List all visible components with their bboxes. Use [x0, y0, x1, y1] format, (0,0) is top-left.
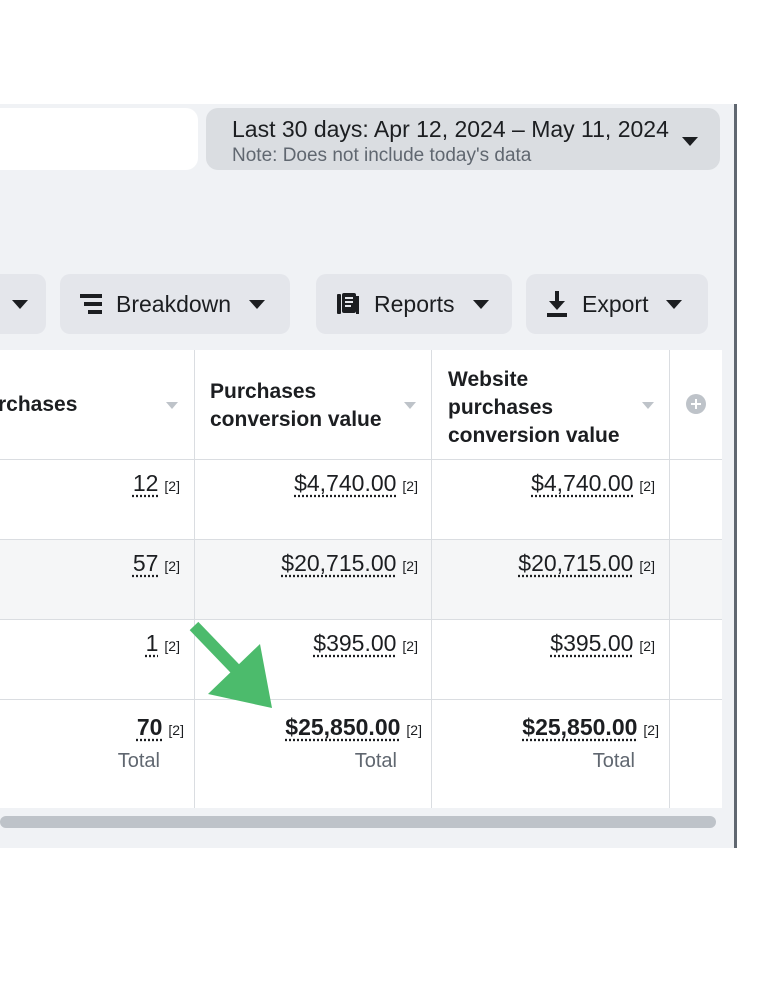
export-button[interactable]: Export — [526, 274, 708, 334]
column-header-purchases-conversion-value[interactable]: Purchases conversion value — [194, 350, 431, 460]
reference-marker: [2] — [164, 478, 180, 494]
column-header-label: Purchases — [210, 380, 317, 403]
total-purchases-conversion-value[interactable]: $25,850.00 — [285, 714, 401, 740]
reference-marker: [2] — [639, 478, 655, 494]
purchases-value[interactable]: 1 — [145, 630, 159, 656]
reports-icon — [336, 292, 360, 316]
reference-marker: [2] — [643, 722, 659, 738]
reference-marker: [2] — [639, 558, 655, 574]
breakdown-button[interactable]: Breakdown — [60, 274, 290, 334]
column-divider — [194, 350, 195, 808]
column-header-website-purchases-conversion-value[interactable]: Website purchases conversion value — [431, 350, 669, 460]
date-range-note: Note: Does not include today's data — [232, 145, 532, 166]
columns-dropdown-button[interactable] — [0, 274, 46, 334]
column-divider — [669, 350, 670, 808]
table-row: 12 [2] $4,740.00 [2] $4,740.00 [2] — [0, 460, 722, 540]
chevron-down-icon — [666, 299, 683, 309]
green-arrow-icon — [189, 621, 272, 708]
table-row: 1 [2] $395.00 [2] $395.00 [2] — [0, 620, 722, 700]
purchases-value[interactable]: 57 — [132, 550, 159, 576]
reports-button[interactable]: Reports — [316, 274, 512, 334]
website-purchases-conversion-value[interactable]: $4,740.00 — [531, 470, 634, 496]
reference-marker: [2] — [639, 638, 655, 654]
column-divider — [431, 350, 432, 808]
reference-marker: [2] — [402, 638, 418, 654]
reference-marker: [2] — [402, 478, 418, 494]
export-label: Export — [582, 290, 649, 317]
purchases-conversion-value[interactable]: $4,740.00 — [294, 470, 397, 496]
panel-right-border — [734, 104, 737, 848]
date-range-label: Last 30 days: Apr 12, 2024 – May 11, 202… — [232, 116, 669, 142]
search-input[interactable] — [0, 108, 198, 170]
sort-icon[interactable] — [642, 402, 654, 409]
reference-marker: [2] — [164, 558, 180, 574]
website-purchases-conversion-value[interactable]: $20,715.00 — [518, 550, 634, 576]
reference-marker: [2] — [402, 558, 418, 574]
chevron-down-icon — [249, 299, 266, 309]
chevron-down-icon — [12, 299, 28, 309]
sort-icon[interactable] — [404, 402, 416, 409]
column-header-label: Website — [448, 368, 529, 391]
horizontal-scrollbar[interactable] — [0, 816, 716, 828]
total-website-purchases-conversion-value[interactable]: $25,850.00 — [522, 714, 638, 740]
website-purchases-conversion-value[interactable]: $395.00 — [550, 630, 634, 656]
reference-marker: [2] — [406, 722, 422, 738]
reference-marker: [2] — [168, 722, 184, 738]
total-label: Total — [354, 750, 397, 772]
purchases-value[interactable]: 12 — [132, 470, 159, 496]
reports-label: Reports — [374, 290, 455, 317]
results-table: rchases Purchases conversion value Websi… — [0, 350, 722, 808]
purchases-conversion-value[interactable]: $395.00 — [313, 630, 397, 656]
column-header-add — [669, 350, 722, 460]
chevron-down-icon — [682, 137, 698, 146]
total-label: Total — [592, 750, 635, 772]
table-row: 57 [2] $20,715.00 [2] $20,715.00 [2] — [0, 540, 722, 620]
purchases-conversion-value[interactable]: $20,715.00 — [281, 550, 397, 576]
total-purchases-value[interactable]: 70 — [136, 714, 163, 740]
reference-marker: [2] — [164, 638, 180, 654]
column-header-label: rchases — [0, 393, 78, 416]
sort-icon[interactable] — [166, 402, 178, 409]
ads-manager-panel: Last 30 days: Apr 12, 2024 – May 11, 202… — [0, 104, 734, 848]
column-header-label: conversion value — [448, 424, 620, 447]
breakdown-icon — [80, 293, 102, 315]
column-header-label: purchases — [448, 396, 554, 419]
add-column-icon[interactable] — [686, 394, 706, 414]
column-header-purchases[interactable]: rchases — [0, 350, 194, 460]
column-header-label: conversion value — [210, 408, 382, 431]
download-icon — [546, 291, 568, 317]
chevron-down-icon — [472, 299, 489, 309]
date-range-picker[interactable]: Last 30 days: Apr 12, 2024 – May 11, 202… — [206, 108, 720, 170]
breakdown-label: Breakdown — [116, 290, 232, 317]
table-totals-row: 70 [2] Total $25,850.00 [2] Total $25,85… — [0, 700, 722, 808]
total-label: Total — [117, 750, 160, 772]
